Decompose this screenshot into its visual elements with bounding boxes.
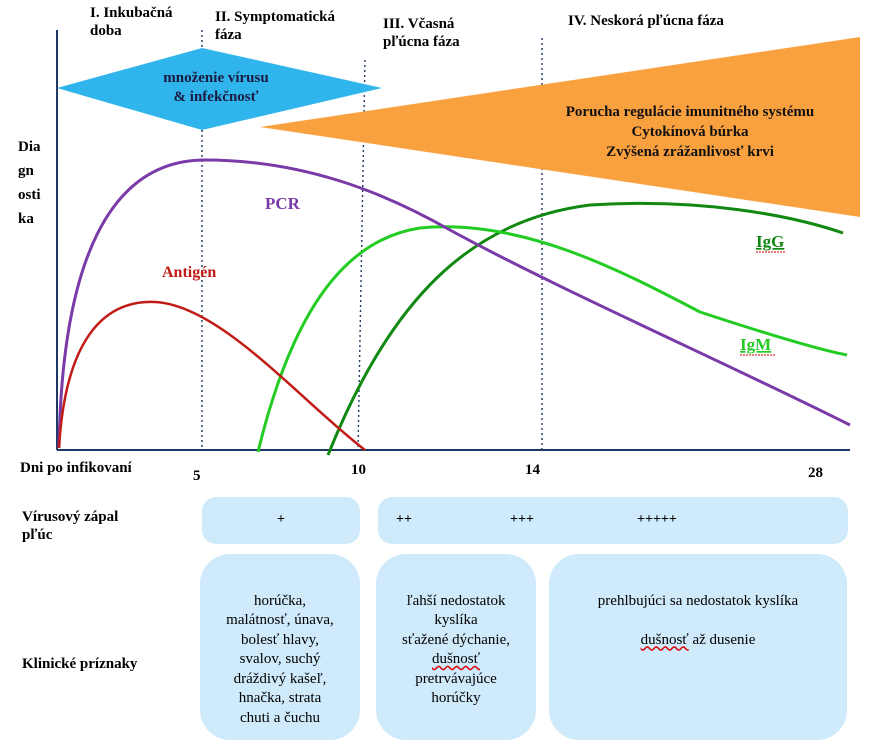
x-tick-14: 14 [525, 462, 540, 478]
clinical-box-late-line1: prehlbujúci sa nedostatok kyslíka [597, 592, 799, 609]
immune-shape-line3: Zvýšená zrážanlivosť krvi [606, 144, 774, 160]
y-axis-label: Dia gn osti ka [18, 139, 41, 227]
phase-label-4: IV. Neskorá pľúcna fáza [568, 13, 724, 29]
x-tick-10: 10 [351, 462, 366, 478]
clinical-row-label: Klinické príznaky [22, 656, 138, 672]
diagnostics-chart: množenie vírusu & infekčnosť Porucha reg… [56, 30, 860, 456]
pneumonia-pill-late [378, 497, 848, 544]
pneumonia-pill-early [202, 497, 360, 544]
virus-replication-diamond [57, 48, 382, 130]
igg-curve [326, 201, 844, 456]
pneumonia-row-label: Vírusový zápal pľúc [22, 509, 119, 543]
clinical-box-late-dyspnea: dušnosť [640, 631, 689, 648]
pcr-curve [57, 158, 851, 449]
x-tick-28: 28 [808, 465, 823, 481]
severity-mark-4: +++++ [637, 512, 677, 527]
virus-shape-line1: množenie vírusu [163, 70, 268, 86]
immune-shape-line1: Porucha regulácie imunitného systému [566, 104, 814, 120]
phase-label-1: I. Inkubačná doba [90, 5, 173, 39]
phase-label-2: II. Symptomatická fáza [215, 9, 336, 43]
severity-mark-1: + [277, 512, 285, 527]
immune-shape-line2: Cytokínová búrka [631, 124, 749, 140]
severity-mark-2: ++ [396, 512, 412, 527]
igg-label: IgG [756, 232, 784, 251]
clinical-box-mid-text: ľahší nedostatok kyslíka sťažené dýchani… [401, 592, 511, 648]
x-tick-5: 5 [193, 468, 201, 484]
clinical-box-mid-dyspnea: dušnosť [431, 651, 481, 667]
igm-curve [256, 225, 848, 453]
antigen-curve [57, 300, 366, 451]
severity-mark-3: +++ [510, 512, 534, 527]
pcr-label: PCR [265, 194, 301, 213]
clinical-box-early: horúčka, malátnosť, únava, bolesť hlavy,… [200, 554, 360, 740]
x-axis-label: Dni po infikovaní [20, 460, 132, 476]
clinical-box-early-text: horúčka, malátnosť, únava, bolesť hlavy,… [226, 592, 334, 726]
antigen-label: Antigén [162, 264, 216, 281]
clinical-box-mid: ľahší nedostatok kyslíka sťažené dýchani… [376, 554, 536, 740]
clinical-box-mid-text-end: pretrvávajúce horúčky [415, 670, 497, 706]
clinical-box-late-line2-rest: až dusenie [688, 631, 756, 648]
clinical-box-late: prehlbujúci sa nedostatok kyslíka dušnos… [549, 554, 847, 740]
immune-dysregulation-wedge [260, 37, 860, 217]
virus-shape-line2: & infekčnosť [174, 89, 259, 105]
igm-label: IgM [740, 335, 771, 354]
phase-label-3: III. Včasná pľúcna fáza [383, 16, 460, 50]
